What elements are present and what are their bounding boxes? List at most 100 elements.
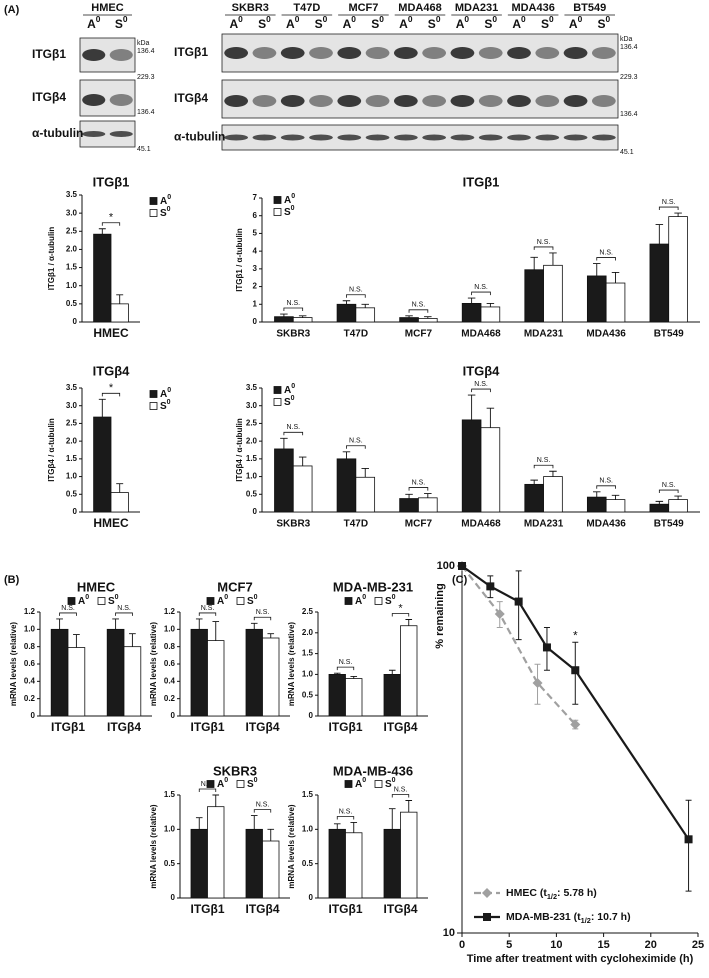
error-bar [116,483,124,493]
text-part: A [456,17,465,31]
significance-label: N.S. [537,457,551,464]
text-part: 0 [291,383,295,390]
text-part: 0 [224,777,228,784]
significance-label: N.S. [349,287,363,294]
bar [461,302,482,323]
error-bar [361,467,369,478]
legend-label: HMEC (t1/2: 5.78 h) [506,887,597,902]
y-tick-label: 2.5 [66,419,78,428]
lane-group-title: MDA231 [455,2,498,14]
text-part: S [247,779,254,790]
y-tick-label: 2.0 [302,628,314,637]
text-part: S [247,596,254,607]
x-tick-label: ITGβ4 [384,902,418,916]
y-tick-label: 3.0 [66,401,78,410]
y-tick-label: 2.5 [66,226,78,235]
error-bar [298,315,307,318]
x-tick-label: MDA231 [524,519,564,530]
blot-row-label: ITGβ1 [32,47,66,61]
significance-bracket [283,431,304,436]
significance-label: N.S. [349,438,363,445]
y-tick-label: 1.0 [66,472,78,481]
text-part: S [541,17,549,31]
y-tick-label: 100 [437,560,455,572]
y-tick-label: 0.5 [302,690,314,699]
blot-band [591,47,616,59]
bar [50,628,69,717]
legend-marker [483,913,491,921]
text-part: 0 [167,206,171,213]
bar [524,269,544,323]
blot-band [365,95,390,107]
text-part: A [284,195,291,206]
error-bar [611,271,620,284]
y-tick-label: 1 [253,299,258,308]
bar [67,647,86,717]
error-bar [467,394,476,420]
error-bar [342,451,351,459]
legend-label: S0 [385,594,396,606]
data-point [494,608,505,619]
significance-bracket [658,489,679,494]
text-part: 0 [549,14,554,24]
significance-label: N.S. [256,801,270,808]
text-part: 1/2 [547,892,557,901]
bar [383,828,401,899]
legend-swatch [236,780,245,788]
y-tick-label: 0 [73,507,78,516]
chart-title: MDA-MB-231 [333,579,413,594]
y-tick-label: 1.5 [66,263,78,272]
text-part: 0 [362,594,366,601]
text-part: 0 [323,14,328,24]
bar [355,476,376,513]
data-point [532,677,543,688]
significance-bracket [596,485,616,489]
y-tick-label: 1.5 [164,790,176,799]
blot-band [337,47,362,59]
blot-band [393,134,418,141]
text-part: 0 [436,14,441,24]
y-tick-label: 3 [253,264,258,273]
y-tick-label: 0.5 [246,489,258,498]
significance-bracket [336,816,355,820]
significance-label: N.S. [412,302,426,309]
significance-bracket [471,291,491,296]
x-tick-label: BT549 [654,519,684,530]
lane-group-title: HMEC [91,2,123,14]
bar [190,828,208,899]
legend-swatch [149,390,158,398]
text-part: 0 [362,777,366,784]
error-bar [405,315,413,318]
text-part: 0 [464,14,469,24]
significance-bracket [59,612,77,616]
significance-label: N.S. [339,659,353,666]
bar [274,316,294,323]
y-axis-label: ITGβ4 / α-tubulin [47,418,56,482]
significance-bracket [596,257,616,261]
x-tick-label: ITGβ1 [191,720,225,734]
error-bar [342,300,351,305]
y-tick-label: 1.0 [24,624,36,633]
bar [274,448,294,513]
x-tick-label: 10 [550,939,562,951]
error-bar [361,303,369,308]
bar [418,318,438,323]
series-line [461,565,690,840]
blot-band [280,134,305,141]
panel-label: (C) [452,574,468,586]
bar [543,476,563,513]
error-bar [112,618,119,630]
series-line [461,565,577,726]
x-tick-label: ITGβ1 [191,902,225,916]
x-tick-label: 20 [645,939,657,951]
blot-row-label: ITGβ4 [174,91,208,105]
legend-swatch [206,780,215,788]
legend-swatch [273,398,282,406]
text-part: S [284,397,291,408]
bar [605,499,626,513]
text-part: A [217,596,224,607]
lane-label: S0 [371,14,384,31]
x-tick-label: MDA468 [461,329,501,340]
text-part: A [286,17,295,31]
legend-label: S0 [385,777,396,789]
